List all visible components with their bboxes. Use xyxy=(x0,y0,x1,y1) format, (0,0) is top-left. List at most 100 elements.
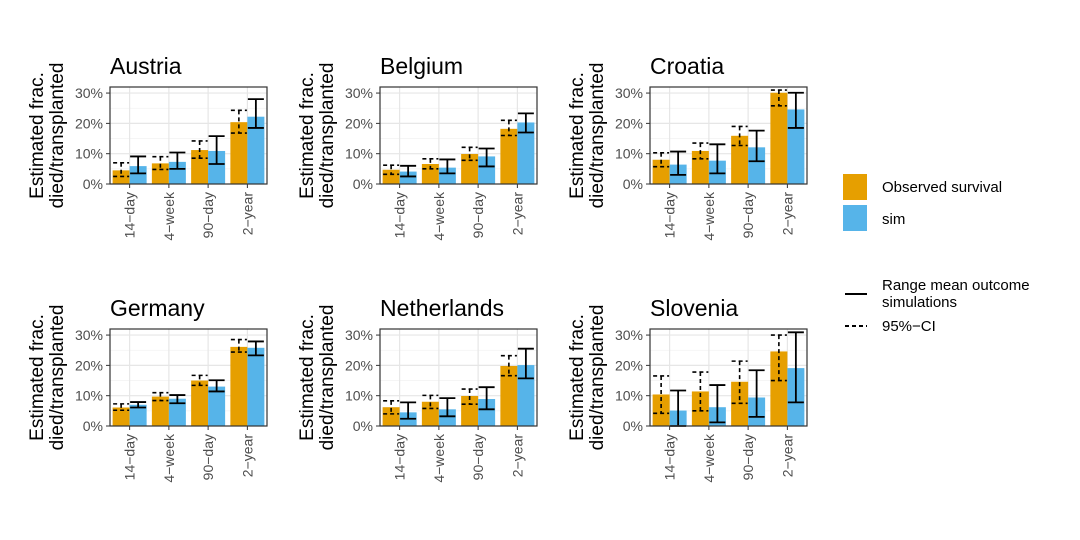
y-tick-label: 0% xyxy=(353,418,373,434)
panel-netherlands: Netherlands Estimated frac.died/transplan… xyxy=(297,295,538,483)
y-axis-label-line1: Estimated frac. xyxy=(567,72,588,199)
x-tick-label: 4−week xyxy=(431,433,447,483)
bar-observed xyxy=(770,92,788,184)
y-axis-label-line2: died/transplanted xyxy=(587,63,608,209)
bar-observed xyxy=(382,407,400,426)
bar-observed xyxy=(151,396,169,426)
bar-sim xyxy=(399,171,417,184)
panel-border xyxy=(649,86,808,185)
x-tick-label: 2−year xyxy=(239,192,255,236)
panel-belgium: Belgium Estimated frac.died/transplanted 1… xyxy=(297,53,538,241)
y-tick-label: 20% xyxy=(345,357,373,373)
bar-observed xyxy=(652,159,670,184)
panel-croatia: Croatia Estimated frac.died/transplanted 1… xyxy=(567,53,808,241)
bar-observed xyxy=(691,150,709,184)
legend-key-observed xyxy=(843,174,867,200)
bar-sim xyxy=(208,386,226,426)
bar-sim xyxy=(129,404,147,426)
y-tick-label: 0% xyxy=(83,418,103,434)
panel-germany: Germany Estimated frac.died/transplanted 1… xyxy=(27,295,268,483)
y-tick-label: 30% xyxy=(75,85,103,101)
panel-border xyxy=(379,328,538,427)
bar-sim xyxy=(478,156,496,184)
x-tick-label: 14−day xyxy=(662,434,678,480)
x-tick-label: 14−day xyxy=(392,192,408,238)
panel-border xyxy=(109,86,268,185)
bar-observed xyxy=(191,380,209,426)
y-axis-label: Estimated frac.died/transplanted xyxy=(567,305,608,451)
x-tick-label: 4−week xyxy=(431,191,447,241)
bar-sim xyxy=(438,167,456,184)
y-tick-label: 20% xyxy=(615,115,643,131)
x-tick-label: 90−day xyxy=(200,434,216,480)
x-tick-label: 90−day xyxy=(200,192,216,238)
x-tick-label: 4−week xyxy=(161,433,177,483)
bar-sim xyxy=(168,161,186,184)
panel-title: Netherlands xyxy=(380,295,504,321)
x-tick-label: 4−week xyxy=(161,191,177,241)
y-tick-label: 20% xyxy=(615,357,643,373)
y-axis-label-line2: died/transplanted xyxy=(47,63,68,209)
y-tick-label: 0% xyxy=(623,418,643,434)
y-tick-label: 30% xyxy=(615,327,643,343)
x-tick-label: 14−day xyxy=(662,192,678,238)
y-axis-label: Estimated frac.died/transplanted xyxy=(297,63,338,209)
y-axis-label-line2: died/transplanted xyxy=(47,305,68,451)
panel-title: Slovenia xyxy=(650,295,738,321)
x-tick-label: 2−year xyxy=(239,434,255,478)
y-tick-label: 10% xyxy=(75,146,103,162)
x-tick-label: 4−week xyxy=(701,433,717,483)
x-tick-label: 90−day xyxy=(470,192,486,238)
y-tick-label: 20% xyxy=(75,357,103,373)
panel-border xyxy=(379,86,538,185)
y-axis-label-line2: died/transplanted xyxy=(317,63,338,209)
y-axis-label-line2: died/transplanted xyxy=(587,305,608,451)
panel-border xyxy=(109,328,268,427)
y-tick-label: 30% xyxy=(345,327,373,343)
legend-label-range-line1: Range mean outcome xyxy=(882,277,1030,294)
y-axis-label: Estimated frac.died/transplanted xyxy=(27,63,68,209)
bar-sim xyxy=(129,166,147,184)
y-tick-label: 20% xyxy=(75,115,103,131)
y-tick-label: 10% xyxy=(615,388,643,404)
y-axis-label-line1: Estimated frac. xyxy=(297,72,318,199)
y-tick-label: 10% xyxy=(75,388,103,404)
x-tick-label: 14−day xyxy=(392,434,408,480)
panel-title: Germany xyxy=(110,295,205,321)
y-axis-label: Estimated frac.died/transplanted xyxy=(27,305,68,451)
legend-label-sim: sim xyxy=(882,211,905,228)
x-tick-label: 90−day xyxy=(740,192,756,238)
x-tick-label: 90−day xyxy=(740,434,756,480)
bar-sim xyxy=(478,399,496,426)
legend: Observed survival sim Range mean outcome… xyxy=(843,174,1034,335)
y-axis-label: Estimated frac.died/transplanted xyxy=(297,305,338,451)
y-tick-label: 0% xyxy=(623,176,643,192)
x-tick-label: 2−year xyxy=(779,434,795,478)
x-tick-label: 14−day xyxy=(122,192,138,238)
legend-key-sim xyxy=(843,205,867,231)
x-tick-label: 2−year xyxy=(509,434,525,478)
bar-sim xyxy=(517,122,535,184)
bar-observed xyxy=(500,365,518,426)
bar-observed xyxy=(112,407,130,426)
bar-observed xyxy=(461,395,479,426)
panel-title: Croatia xyxy=(650,53,724,79)
bar-observed xyxy=(500,128,518,184)
y-axis-label: Estimated frac.died/transplanted xyxy=(567,63,608,209)
y-tick-label: 30% xyxy=(75,327,103,343)
bar-observed xyxy=(652,394,670,426)
x-tick-label: 2−year xyxy=(779,192,795,236)
bar-observed xyxy=(770,351,788,426)
y-tick-label: 30% xyxy=(345,85,373,101)
bar-sim xyxy=(438,409,456,426)
y-tick-label: 10% xyxy=(345,388,373,404)
legend-label-range: Range mean outcome simulations xyxy=(882,277,1034,311)
bar-observed xyxy=(151,163,169,184)
panel-austria: Austria Estimated frac.died/transplanted 1… xyxy=(27,53,268,241)
bar-observed xyxy=(230,122,248,184)
y-tick-label: 0% xyxy=(353,176,373,192)
y-tick-label: 0% xyxy=(83,176,103,192)
bar-sim xyxy=(748,147,766,184)
